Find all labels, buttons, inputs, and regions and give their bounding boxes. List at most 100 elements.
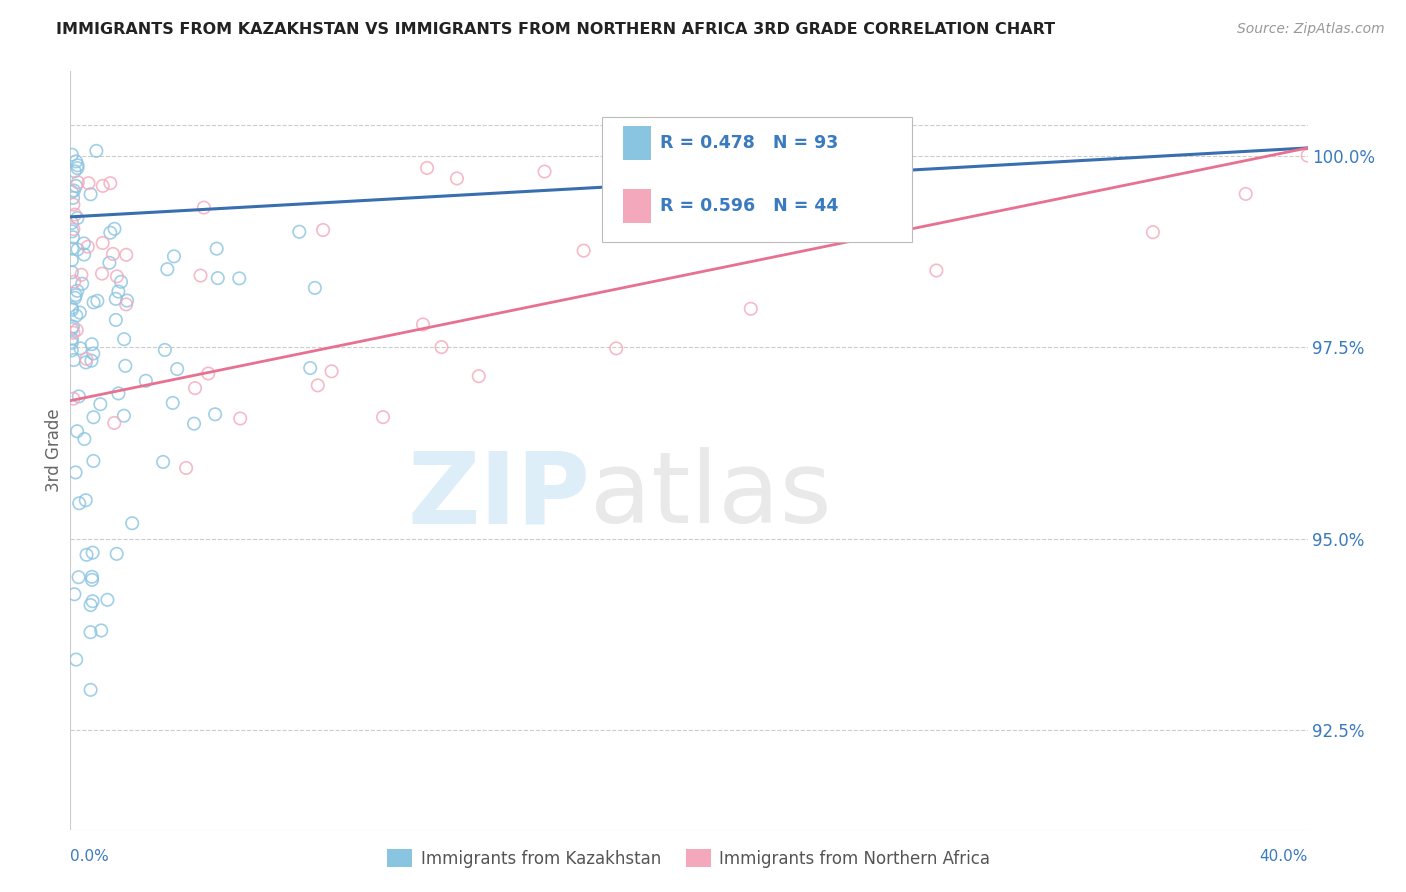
Point — [82, 346, 104, 360]
Point — [80, 353, 103, 368]
Text: R = 0.596   N = 44: R = 0.596 N = 44 — [661, 197, 839, 215]
FancyBboxPatch shape — [602, 117, 911, 242]
Point — [62, 392, 84, 406]
Point — [104, 313, 127, 327]
Point — [60, 343, 83, 358]
Point — [96, 592, 118, 607]
Point — [115, 248, 138, 262]
Point — [63, 353, 86, 368]
Point — [105, 269, 128, 284]
Point — [193, 201, 215, 215]
Point — [98, 226, 121, 240]
Point — [430, 340, 453, 354]
Point — [468, 369, 491, 384]
Point — [62, 319, 84, 334]
Point — [67, 496, 90, 510]
Point — [228, 271, 250, 285]
Point — [90, 624, 112, 638]
Point — [162, 396, 184, 410]
Point — [204, 407, 226, 421]
Point — [62, 191, 84, 205]
Point — [79, 187, 101, 202]
Point — [60, 335, 83, 350]
Point — [82, 454, 104, 468]
Text: Source: ZipAtlas.com: Source: ZipAtlas.com — [1237, 22, 1385, 37]
Point — [70, 277, 93, 291]
Point — [115, 297, 138, 311]
Point — [66, 284, 89, 298]
Point — [91, 178, 114, 193]
Point — [60, 253, 83, 268]
Point — [114, 359, 136, 373]
Point — [76, 240, 98, 254]
Point — [67, 389, 90, 403]
Point — [60, 322, 83, 336]
Point — [98, 176, 121, 190]
Point — [73, 247, 96, 261]
Point — [86, 293, 108, 308]
Point — [299, 361, 322, 376]
Text: 40.0%: 40.0% — [1260, 848, 1308, 863]
Point — [75, 493, 97, 508]
Point — [190, 268, 212, 283]
Point — [107, 285, 129, 299]
Point — [1296, 148, 1319, 162]
Point — [63, 587, 86, 601]
Point — [66, 243, 89, 257]
Point — [82, 410, 104, 425]
Point — [288, 225, 311, 239]
Point — [63, 164, 86, 178]
Point — [174, 461, 197, 475]
Point — [446, 171, 468, 186]
Point — [86, 144, 108, 158]
Point — [152, 455, 174, 469]
Point — [925, 263, 948, 277]
Point — [65, 154, 87, 169]
Point — [83, 295, 105, 310]
Point — [60, 147, 83, 161]
Point — [197, 367, 219, 381]
Text: R = 0.478   N = 93: R = 0.478 N = 93 — [661, 135, 839, 153]
Point — [104, 292, 127, 306]
Point — [66, 211, 89, 225]
Point — [76, 548, 98, 562]
Point — [63, 275, 86, 289]
Point — [66, 323, 89, 337]
Point — [740, 301, 762, 316]
Point — [65, 652, 87, 666]
Point — [66, 158, 89, 172]
Point — [121, 516, 143, 531]
Point — [66, 175, 89, 189]
Point — [82, 594, 104, 608]
Y-axis label: 3rd Grade: 3rd Grade — [45, 409, 63, 492]
Point — [605, 342, 627, 356]
Point — [67, 570, 90, 584]
Point — [63, 208, 86, 222]
Text: IMMIGRANTS FROM KAZAKHSTAN VS IMMIGRANTS FROM NORTHERN AFRICA 3RD GRADE CORRELAT: IMMIGRANTS FROM KAZAKHSTAN VS IMMIGRANTS… — [56, 22, 1056, 37]
Point — [60, 332, 83, 346]
Legend: Immigrants from Kazakhstan, Immigrants from Northern Africa: Immigrants from Kazakhstan, Immigrants f… — [381, 843, 997, 874]
Point — [1142, 225, 1164, 239]
Point — [66, 424, 89, 438]
Point — [79, 625, 101, 640]
Point — [73, 236, 96, 251]
Text: 0.0%: 0.0% — [70, 848, 110, 863]
Point — [105, 547, 128, 561]
Point — [66, 161, 89, 175]
Point — [135, 374, 157, 388]
Point — [69, 342, 91, 356]
Point — [62, 197, 84, 211]
Point — [65, 288, 87, 302]
Point — [184, 381, 207, 395]
Point — [321, 364, 343, 378]
Point — [63, 291, 86, 305]
Point — [1234, 186, 1257, 201]
Point — [65, 309, 87, 323]
Point — [77, 176, 100, 190]
Point — [60, 302, 83, 317]
Point — [60, 301, 83, 315]
Point — [112, 409, 135, 423]
Point — [60, 265, 83, 279]
Point — [65, 179, 87, 194]
Point — [70, 268, 93, 282]
